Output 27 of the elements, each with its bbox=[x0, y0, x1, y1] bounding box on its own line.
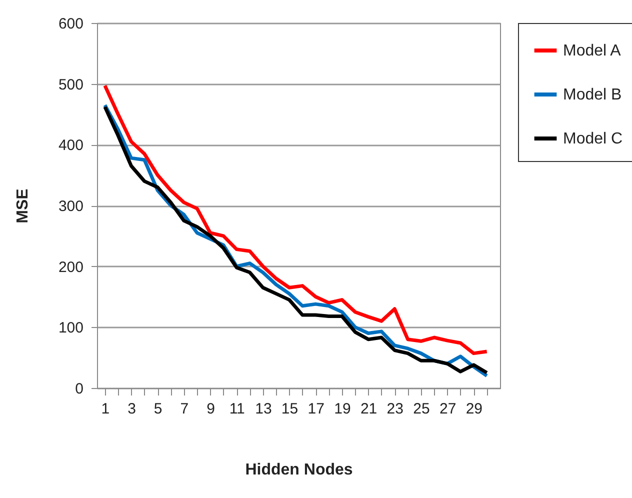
x-tick-label: 7 bbox=[180, 400, 189, 418]
y-tick-label: 500 bbox=[58, 76, 84, 94]
x-tick-label: 23 bbox=[386, 400, 404, 418]
y-tick-label: 300 bbox=[58, 198, 84, 215]
x-tick-label: 19 bbox=[334, 400, 351, 418]
y-tick-label: 0 bbox=[75, 380, 84, 398]
x-tick-label: 27 bbox=[439, 400, 456, 418]
legend-label: Model A bbox=[563, 42, 622, 60]
x-tick-label: 25 bbox=[413, 400, 430, 418]
y-axis-title: MSE bbox=[14, 188, 32, 224]
y-tick-label: 600 bbox=[58, 16, 84, 32]
x-tick-label: 3 bbox=[128, 400, 136, 418]
y-tick-label: 400 bbox=[58, 137, 84, 154]
y-tick-label: 200 bbox=[58, 258, 84, 276]
x-tick-label: 9 bbox=[206, 400, 215, 418]
x-tick-label: 1 bbox=[101, 400, 110, 418]
x-tick-label: 29 bbox=[466, 400, 483, 418]
x-tick-label: 13 bbox=[255, 400, 272, 418]
x-axis-title: Hidden Nodes bbox=[245, 462, 353, 478]
x-tick-label: 15 bbox=[281, 400, 298, 418]
x-tick-label: 17 bbox=[308, 400, 324, 418]
legend-label: Model C bbox=[563, 130, 623, 148]
x-tick-label: 11 bbox=[229, 400, 245, 418]
legend-label: Model B bbox=[563, 86, 622, 104]
x-tick-label: 5 bbox=[154, 400, 162, 418]
y-tick-label: 100 bbox=[58, 320, 84, 337]
x-tick-label: 21 bbox=[360, 400, 378, 418]
